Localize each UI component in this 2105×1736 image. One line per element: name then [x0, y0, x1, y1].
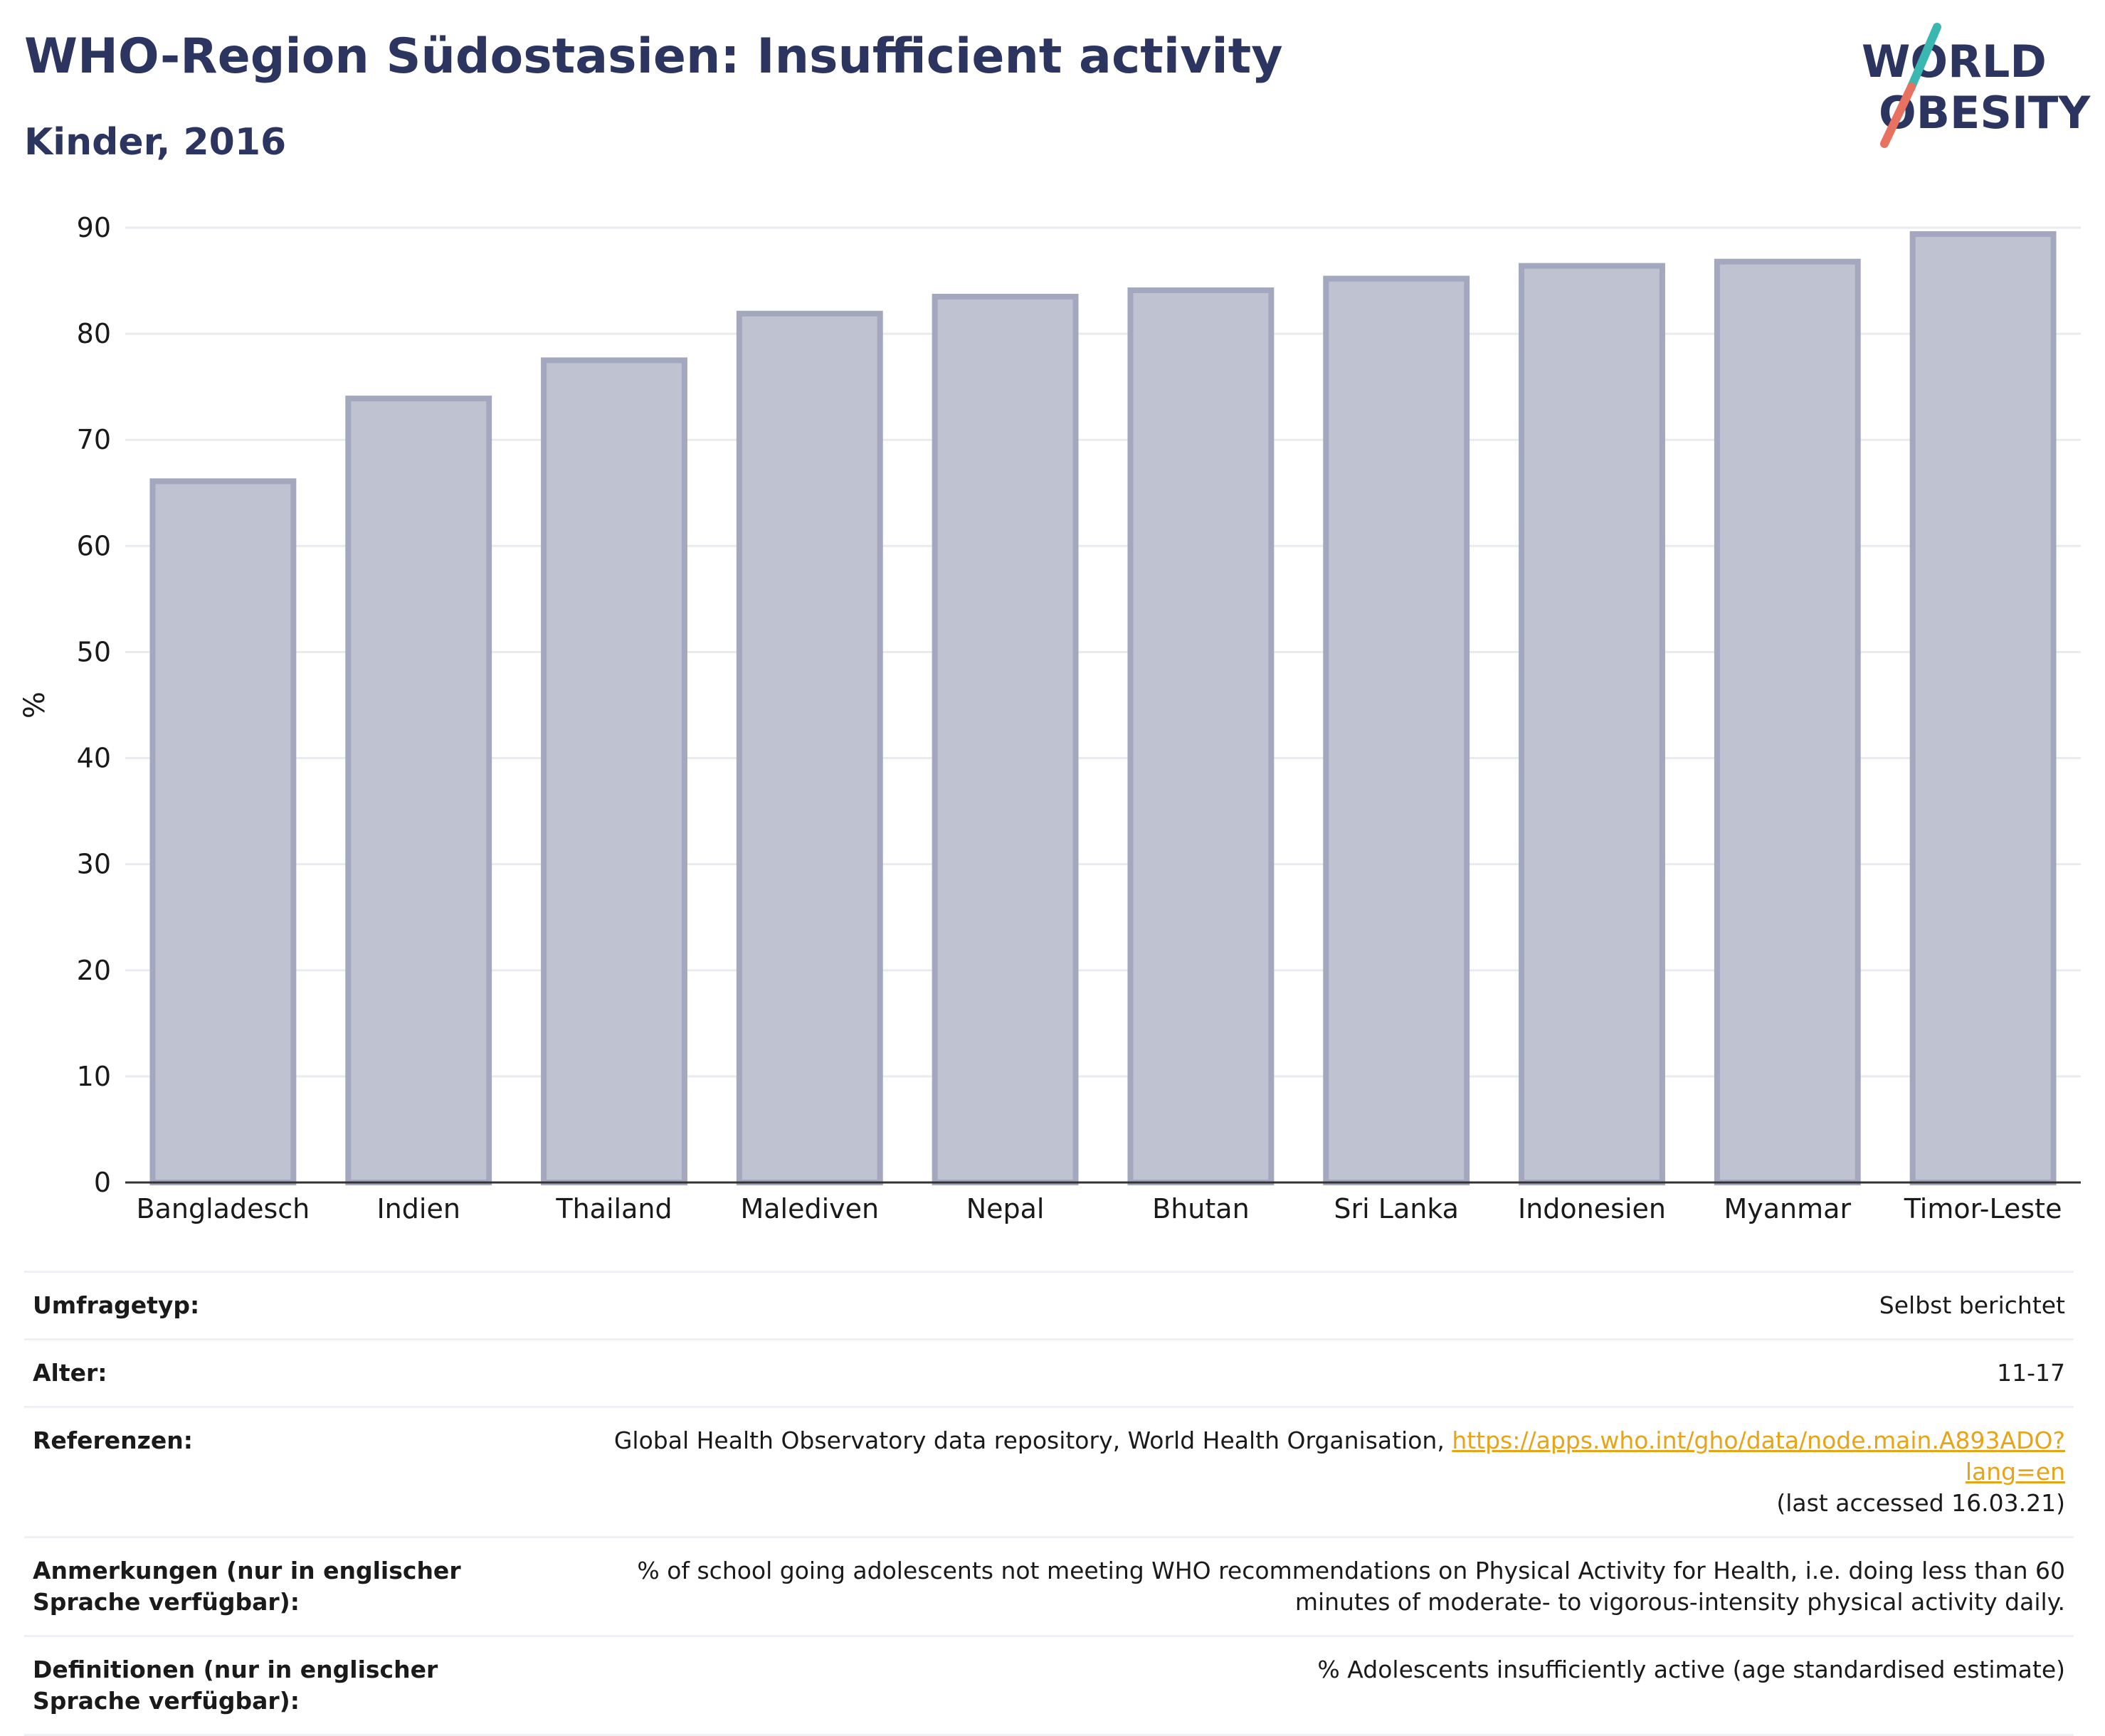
- y-tick-label: 90: [77, 212, 111, 243]
- bar: [149, 478, 297, 1185]
- bar: [1519, 263, 1665, 1185]
- x-tick-label: Indonesien: [1518, 1193, 1666, 1224]
- meta-row-references: Referenzen: Global Health Observatory da…: [24, 1406, 2074, 1536]
- meta-row-definitions: Definitionen (nur in englischer Sprache …: [24, 1635, 2074, 1736]
- y-tick-label: 20: [77, 955, 111, 986]
- x-tick-label: Indien: [376, 1193, 460, 1224]
- y-tick-label: 80: [77, 318, 111, 349]
- metadata-table: Umfragetyp: Selbst berichtet Alter: 11-1…: [24, 1271, 2074, 1736]
- y-tick-label: 30: [77, 849, 111, 880]
- y-tick-label: 10: [77, 1061, 111, 1092]
- x-tick-label: Sri Lanka: [1334, 1193, 1459, 1224]
- meta-value: % Adolescents insufficiently active (age…: [1317, 1656, 2065, 1683]
- meta-row-age: Alter: 11-17: [24, 1338, 2074, 1406]
- logo-slash-bottom: [1880, 83, 1916, 148]
- meta-row-survey-type: Umfragetyp: Selbst berichtet: [24, 1271, 2074, 1338]
- x-axis-labels: Bangladesch Indien Thailand Malediven Nepal B…: [137, 1193, 2062, 1224]
- bar: [1323, 275, 1470, 1185]
- reference-accessed: (last accessed 16.03.21): [1776, 1489, 2065, 1517]
- meta-value: % of school going adolescents not meetin…: [637, 1557, 2065, 1616]
- world-obesity-logo: WORLD OBESITY: [1862, 23, 2091, 148]
- bar: [1127, 287, 1275, 1185]
- y-tick-label: 0: [94, 1167, 111, 1198]
- y-axis-ticks: 0 10 20 30 40 50 60 70 80 90: [77, 212, 111, 1198]
- bar: [932, 293, 1079, 1185]
- meta-value: Selbst berichtet: [1879, 1291, 2065, 1319]
- bar: [541, 357, 687, 1185]
- reference-link[interactable]: https://apps.who.int/gho/data/node.main.…: [1452, 1427, 2065, 1486]
- meta-label: Anmerkungen (nur in englischer Sprache v…: [33, 1557, 461, 1616]
- x-tick-label: Nepal: [966, 1193, 1045, 1224]
- meta-label: Referenzen:: [33, 1427, 193, 1454]
- logo-text-obesity: OBESITY: [1879, 87, 2091, 139]
- x-tick-label: Thailand: [555, 1193, 672, 1224]
- bar-chart: 0 10 20 30 40 50 60 70 80 90 Bangladesch Indien Tha…: [19, 212, 2081, 1224]
- x-tick-label: Bhutan: [1152, 1193, 1250, 1224]
- bar: [345, 396, 492, 1186]
- y-tick-label: 60: [77, 530, 111, 561]
- x-tick-label: Bangladesch: [137, 1193, 310, 1224]
- meta-value: 11-17: [1997, 1359, 2065, 1387]
- x-tick-label: Timor-Leste: [1904, 1193, 2062, 1224]
- meta-value: Global Health Observatory data repositor…: [545, 1425, 2065, 1519]
- logo-text-world: WORLD: [1862, 36, 2047, 88]
- bar: [736, 310, 883, 1185]
- page-title: WHO-Region Südostasien: Insufficient act…: [24, 28, 1283, 85]
- y-tick-label: 50: [77, 636, 111, 667]
- bars: [149, 231, 2057, 1186]
- x-tick-label: Malediven: [740, 1193, 879, 1224]
- page-subtitle: Kinder, 2016: [24, 121, 287, 164]
- x-tick-label: Myanmar: [1724, 1193, 1852, 1224]
- meta-label: Alter:: [33, 1359, 107, 1387]
- y-tick-label: 70: [77, 424, 111, 455]
- meta-row-notes: Anmerkungen (nur in englischer Sprache v…: [24, 1536, 2074, 1635]
- y-tick-label: 40: [77, 743, 111, 774]
- logo-slash-top: [1907, 23, 1941, 91]
- y-axis-label: %: [19, 692, 51, 719]
- bar: [1909, 231, 2057, 1186]
- meta-label: Umfragetyp:: [33, 1291, 200, 1319]
- meta-label: Definitionen (nur in englischer Sprache …: [33, 1656, 438, 1715]
- bar: [1714, 258, 1861, 1185]
- reference-text: Global Health Observatory data repositor…: [613, 1427, 1452, 1454]
